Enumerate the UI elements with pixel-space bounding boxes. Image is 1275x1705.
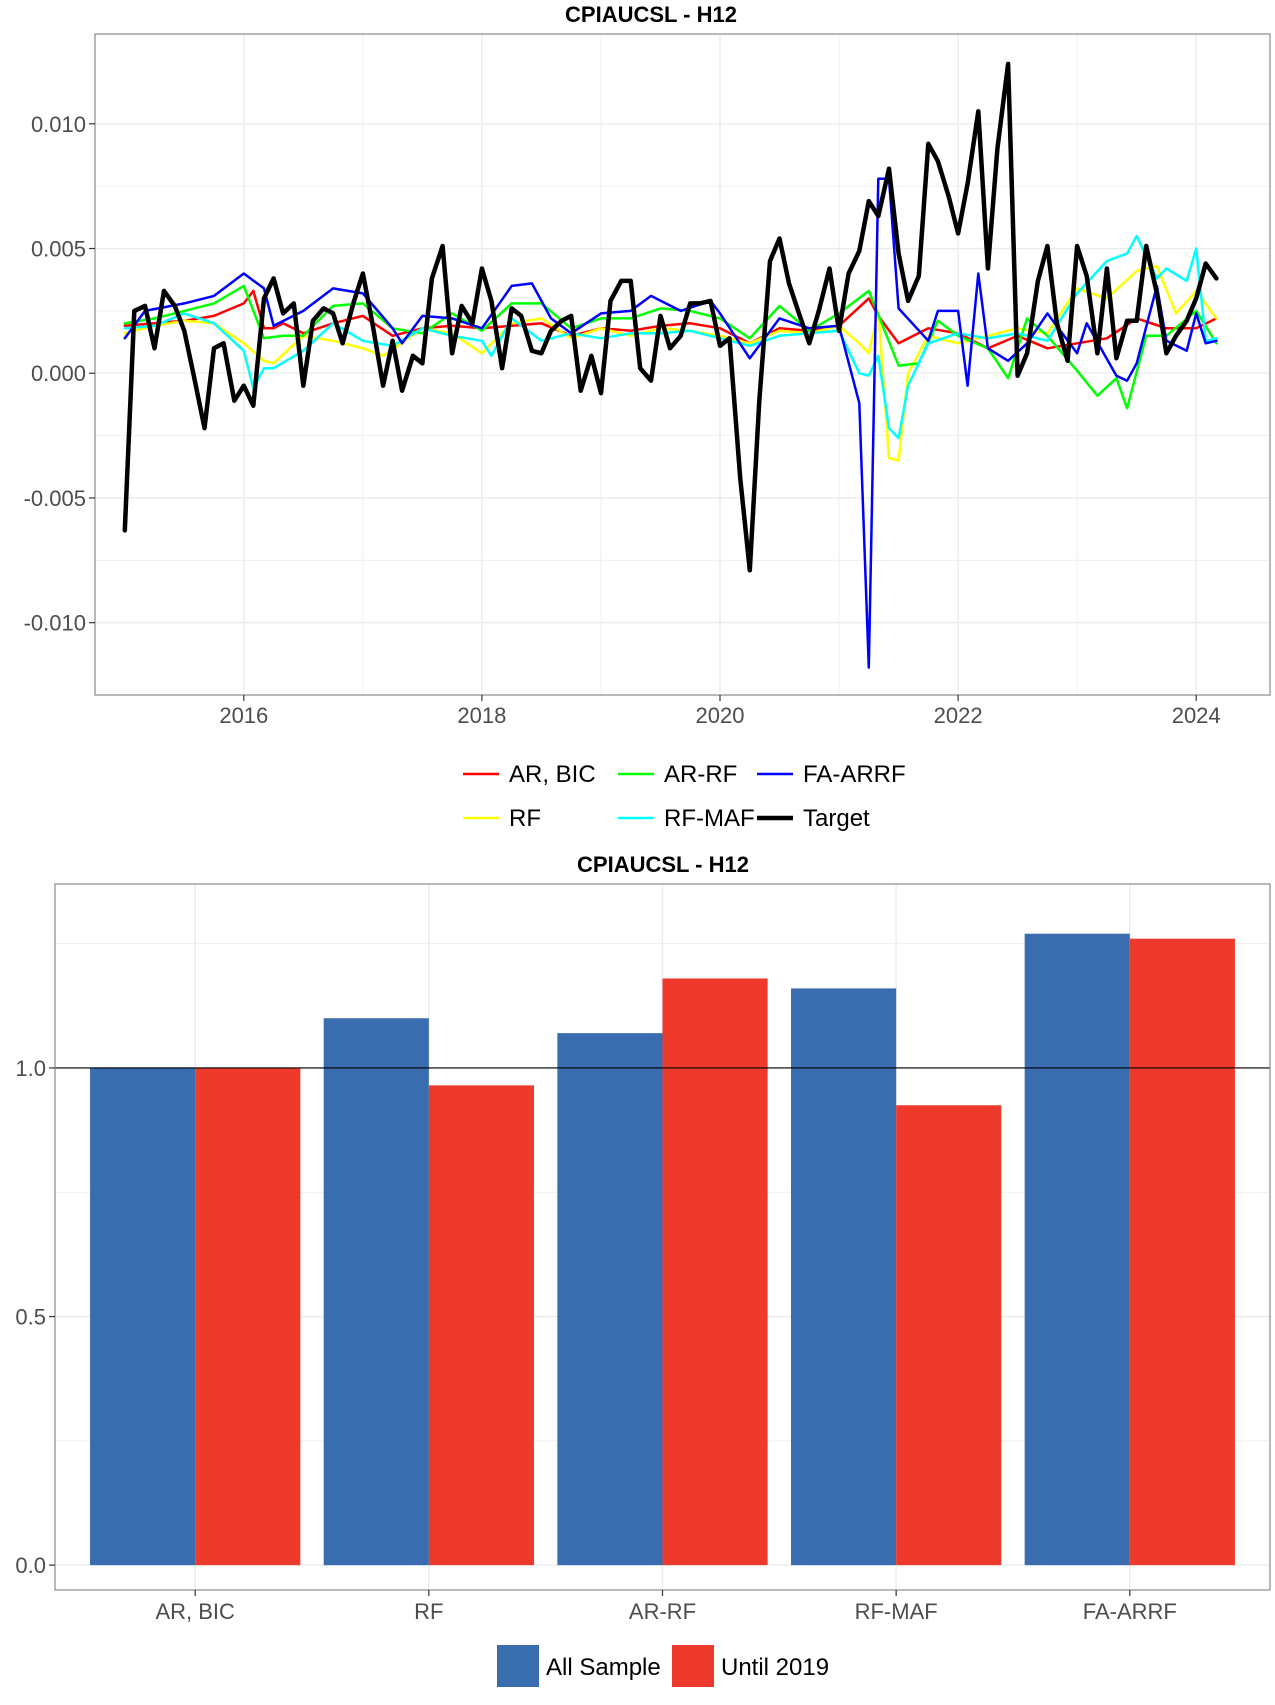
- x-tick-label: FA-ARRF: [1083, 1599, 1177, 1624]
- bar-all-sample-rf-maf: [791, 988, 897, 1566]
- x-tick-label: AR, BIC: [155, 1599, 235, 1624]
- y-tick-label: 0.005: [31, 237, 86, 262]
- y-tick-label: 0.000: [31, 361, 86, 386]
- bar-chart-bars: [90, 933, 1235, 1566]
- legend-key-all-sample: [497, 1645, 539, 1687]
- x-tick-label: 2022: [934, 703, 983, 728]
- legend-label-target: Target: [803, 805, 870, 832]
- bar-all-sample-fa-arrf: [1024, 933, 1130, 1566]
- x-tick-label: RF-MAF: [855, 1599, 938, 1624]
- legend-key-until-2019: [672, 1645, 714, 1687]
- series-line-target: [122, 61, 1219, 573]
- line-chart-legend: AR, BIC AR-RF FA-ARRF RF RF-MAF Target: [463, 761, 906, 832]
- x-tick-label: 2024: [1172, 703, 1221, 728]
- legend-label-ar-rf: AR-RF: [664, 761, 737, 788]
- y-tick-label: 0.5: [15, 1305, 46, 1330]
- bar-chart: CPIAUCSL - H12 0.0 0.5 1.0 AR, BIC RF AR-RF R…: [15, 852, 1271, 1687]
- series-line-fa-arrf: [123, 177, 1218, 669]
- legend-label-all-sample: All Sample: [546, 1654, 661, 1681]
- legend-label-fa-arrf: FA-ARRF: [803, 761, 906, 788]
- x-tick-label: 2016: [219, 703, 268, 728]
- bar-all-sample-ar-bic: [90, 1067, 196, 1566]
- series-line-ar-bic: [123, 289, 1218, 350]
- x-tick-label: 2020: [696, 703, 745, 728]
- y-tick-label: 0.010: [31, 112, 86, 137]
- series-line-rf-maf: [123, 234, 1218, 440]
- y-tick-label: -0.010: [24, 611, 86, 636]
- legend-label-rf-maf: RF-MAF: [664, 805, 755, 832]
- line-chart: CPIAUCSL - H12 -0.010 -0.005 0.000 0.005 0.0…: [24, 2, 1271, 832]
- x-tick-label: 2018: [457, 703, 506, 728]
- bar-chart-legend: All Sample Until 2019: [497, 1645, 829, 1687]
- x-tick-label: RF: [414, 1599, 443, 1624]
- y-tick-label: 0.0: [15, 1553, 46, 1578]
- bar-chart-y-tick-labels: 0.0 0.5 1.0: [15, 1056, 55, 1578]
- legend-label-rf: RF: [509, 805, 541, 832]
- line-chart-series: [122, 61, 1219, 669]
- bar-until-2019-fa-arrf: [1129, 938, 1235, 1566]
- y-tick-label: -0.005: [24, 486, 86, 511]
- line-chart-x-tick-labels: 2016 2018 2020 2022 2024: [219, 695, 1221, 728]
- bar-until-2019-ar-rf: [662, 978, 768, 1566]
- y-tick-label: 1.0: [15, 1056, 46, 1081]
- line-chart-title: CPIAUCSL - H12: [565, 2, 737, 27]
- x-tick-label: AR-RF: [629, 1599, 696, 1624]
- line-chart-panel-border: [94, 33, 1271, 696]
- bar-all-sample-rf: [323, 1018, 429, 1566]
- bar-until-2019-rf-maf: [896, 1105, 1002, 1566]
- bar-until-2019-ar-bic: [195, 1067, 301, 1566]
- bar-chart-x-tick-labels: AR, BIC RF AR-RF RF-MAF FA-ARRF: [155, 1590, 1177, 1624]
- line-chart-grid: [95, 34, 1270, 695]
- series-line-ar-rf: [123, 284, 1218, 410]
- bar-until-2019-rf: [428, 1085, 534, 1566]
- line-chart-y-tick-labels: -0.010 -0.005 0.000 0.005 0.010: [24, 112, 95, 636]
- legend-label-ar-bic: AR, BIC: [509, 761, 596, 788]
- bar-all-sample-ar-rf: [557, 1033, 663, 1566]
- bar-chart-title: CPIAUCSL - H12: [577, 852, 749, 877]
- legend-label-until-2019: Until 2019: [721, 1654, 829, 1681]
